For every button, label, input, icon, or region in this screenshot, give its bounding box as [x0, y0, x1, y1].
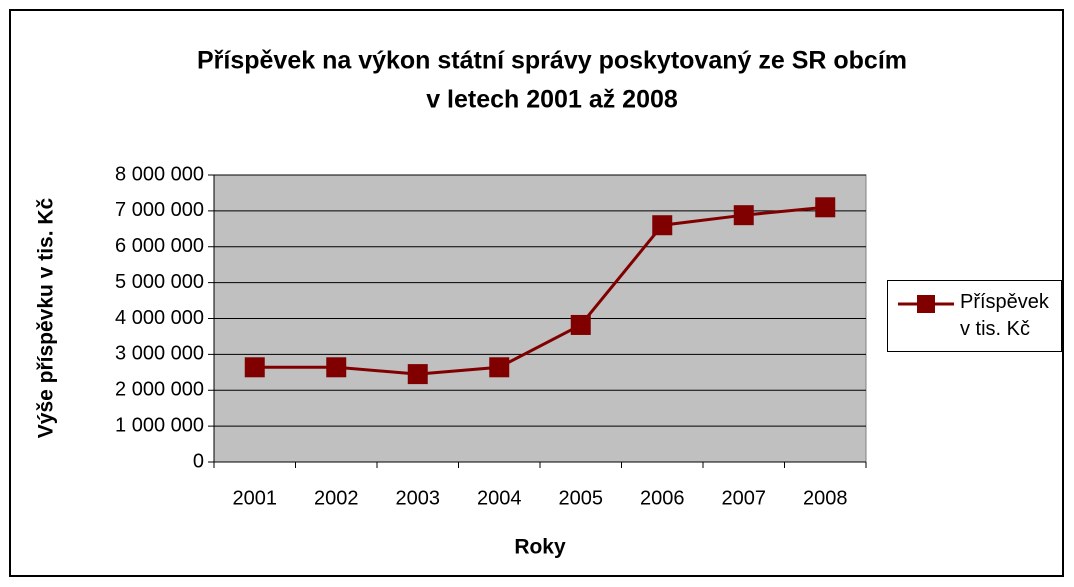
legend: Příspěvek v tis. Kč [887, 280, 1062, 352]
y-tick-label: 3 000 000 [115, 343, 204, 365]
y-tick-label: 7 000 000 [115, 199, 204, 221]
x-axis-title: Roky [514, 536, 566, 559]
y-tick-label: 0 [193, 450, 204, 472]
y-tick-label: 1 000 000 [115, 414, 204, 436]
data-point [652, 215, 673, 236]
data-point [570, 314, 591, 335]
x-tick-label: 2005 [559, 487, 604, 509]
y-tick-label: 8 000 000 [115, 163, 204, 185]
x-tick-label: 2006 [640, 487, 685, 509]
x-tick-label: 2007 [722, 487, 767, 509]
data-point [326, 357, 347, 378]
chart-title: v letech 2001 až 2008 [426, 86, 678, 114]
x-tick-label: 2002 [314, 487, 359, 509]
legend-marker [917, 295, 935, 313]
legend-swatch [898, 295, 954, 313]
chart-title: Příspěvek na výkon státní správy poskyto… [197, 47, 907, 75]
y-tick-label: 4 000 000 [115, 307, 204, 329]
data-point [244, 357, 265, 378]
data-point [733, 205, 754, 226]
x-tick-label: 2008 [803, 487, 848, 509]
x-tick-label: 2004 [477, 487, 522, 509]
y-tick-label: 2 000 000 [115, 379, 204, 401]
data-point [815, 197, 836, 218]
data-point [489, 357, 510, 378]
legend-label: Příspěvek v tis. Kč [960, 291, 1049, 340]
series-line [254, 205, 826, 376]
x-tick-label: 2001 [233, 487, 278, 509]
y-axis-title: Výše příspěvku v tis. Kč [35, 197, 58, 438]
data-point [407, 364, 428, 385]
y-tick-label: 6 000 000 [115, 235, 204, 257]
y-tick-label: 5 000 000 [115, 271, 204, 293]
x-tick-label: 2003 [396, 487, 441, 509]
